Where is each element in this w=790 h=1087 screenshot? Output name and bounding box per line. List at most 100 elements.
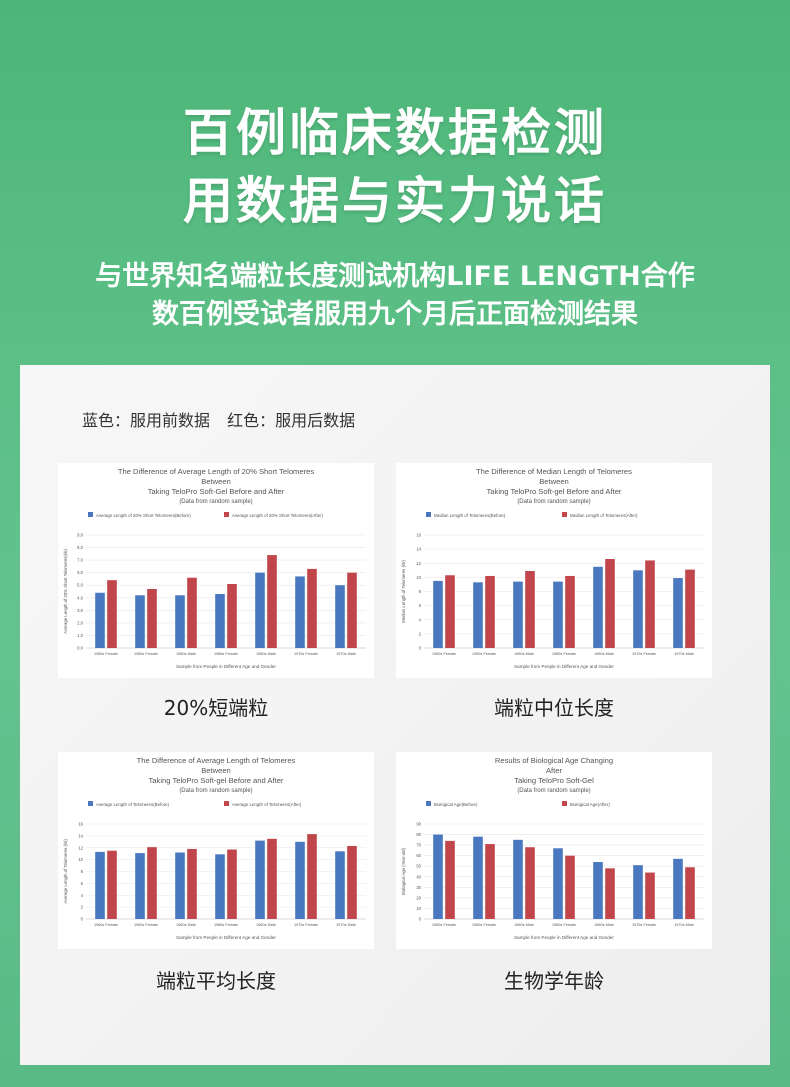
bars xyxy=(433,559,695,648)
chart-title-line-2: Between xyxy=(539,477,569,486)
y-tick-label: 14 xyxy=(78,833,83,838)
chart-title-line-3: Taking TeloPro Soft-Gel Before and After xyxy=(148,487,285,496)
chart-title-line-3: Taking TeloPro Soft-Gel xyxy=(514,776,594,785)
legend-label: Biological Age(Before) xyxy=(434,802,478,807)
bar-before xyxy=(673,858,683,919)
legend-swatch xyxy=(562,512,567,517)
x-tick-label: 1960s Male xyxy=(514,652,534,656)
caption-biological-age: 生物学年龄 xyxy=(504,969,604,993)
chart-subtitle: (Data from random sample) xyxy=(179,499,252,505)
y-tick-label: 40 xyxy=(416,874,421,879)
bar-before xyxy=(215,594,225,648)
y-tick-label: 9.0 xyxy=(77,533,83,538)
bar-before xyxy=(255,840,265,919)
x-tick-label: 1960s Male xyxy=(594,652,614,656)
chart-subtitle: (Data from random sample) xyxy=(517,499,590,505)
bar-before xyxy=(553,848,563,919)
bar-after xyxy=(565,575,575,648)
bar-before xyxy=(175,595,185,648)
chart-median-length-svg: The Difference of Median Length of Telom… xyxy=(401,467,704,669)
x-axis-label: Sample from People in Different Age and … xyxy=(176,935,276,940)
bar-before xyxy=(513,581,523,648)
bar-after xyxy=(445,575,455,648)
bar-before xyxy=(295,841,305,919)
x-tick-label: 1960s Female xyxy=(94,652,118,656)
bar-after xyxy=(227,583,237,648)
bar-after xyxy=(347,845,357,919)
legend-swatch xyxy=(562,801,567,806)
legend-note-blue: 蓝色：服用前数据 xyxy=(82,411,211,430)
x-tick-label: 1970s Male xyxy=(336,652,356,656)
x-tick-label: 1970s Male xyxy=(336,923,356,927)
chart-title-line-3: Taking TeloPro Soft-gel Before and After xyxy=(149,776,284,785)
bar-after xyxy=(565,855,575,919)
bar-before xyxy=(95,592,105,648)
y-tick-label: 70 xyxy=(416,843,421,848)
headline-line-1: 百例临床数据检测 xyxy=(183,104,607,162)
chart-title-line-2: Between xyxy=(201,477,231,486)
y-tick-label: 4 xyxy=(81,893,84,898)
chart-legend: Biological Age(Before) Biological Age(Aft… xyxy=(426,801,610,807)
chart-biological-age-svg: Results of Biological Age ChangingAfterT… xyxy=(401,756,704,940)
bar-before xyxy=(593,862,603,919)
legend-swatch xyxy=(426,801,431,806)
chart-title-line-3: Taking TeloPro Soft-gel Before and After xyxy=(487,487,622,496)
bar-before xyxy=(255,572,265,648)
caption-median-length: 端粒中位长度 xyxy=(494,696,614,720)
y-tick-label: 0 xyxy=(81,917,84,922)
y-axis-label: Average Length of 20% Short Telomeres(kb… xyxy=(63,549,68,634)
legend-label: Average Length of 20% Short Telomeres(Be… xyxy=(96,513,191,518)
x-tick-label: 1960s Female xyxy=(472,923,496,927)
x-tick-label: 1970s Female xyxy=(294,652,318,656)
legend-label: Median Length of Telomeres(Before) xyxy=(434,513,506,518)
bar-after xyxy=(267,555,277,648)
x-tick-label: 1970s Male xyxy=(674,652,694,656)
chart-title: The Difference of Average Length of 20% … xyxy=(118,467,314,476)
y-tick-label: 16 xyxy=(416,533,421,538)
bar-after xyxy=(485,844,495,919)
y-tick-label: 2 xyxy=(81,905,84,910)
bar-before xyxy=(593,566,603,648)
x-tick-label: 1960s Male xyxy=(514,923,534,927)
x-tick-label: 1950s Female xyxy=(432,923,456,927)
bar-after xyxy=(147,588,157,648)
bar-after xyxy=(445,840,455,919)
y-tick-label: 10 xyxy=(416,575,421,580)
legend-label: Median Length of Telomeres(After) xyxy=(570,513,638,518)
subheadline-line-1: 与世界知名端粒长度测试机构LIFE LENGTH合作 xyxy=(95,261,695,292)
chart-average-length: The Difference of Average Length of Telo… xyxy=(58,752,374,949)
chart-title: Results of Biological Age Changing xyxy=(495,756,613,765)
bar-after xyxy=(485,575,495,648)
legend-swatch xyxy=(88,801,93,806)
x-tick-label: 1950s Female xyxy=(134,923,158,927)
y-tick-label: 16 xyxy=(78,822,83,827)
bar-after xyxy=(645,560,655,648)
bars xyxy=(433,834,695,919)
bar-after xyxy=(147,847,157,919)
y-tick-label: 7.0 xyxy=(77,558,83,563)
bar-before xyxy=(175,852,185,919)
y-tick-label: 90 xyxy=(416,822,421,827)
bar-after xyxy=(187,577,197,648)
bar-after xyxy=(645,872,655,919)
y-tick-label: 8.0 xyxy=(77,545,83,550)
legend-swatch xyxy=(88,512,93,517)
x-axis-label: Sample from People in Different Age and … xyxy=(514,664,614,669)
legend-label: Average Length of Telomeres(Before) xyxy=(96,802,170,807)
chart-legend: Average Length of 20% Short Telomeres(Be… xyxy=(88,512,324,518)
bar-before xyxy=(215,854,225,919)
x-tick-label: 1980s Female xyxy=(552,923,576,927)
bar-after xyxy=(685,569,695,648)
y-tick-label: 8 xyxy=(81,869,84,874)
bar-before xyxy=(513,839,523,919)
bar-before xyxy=(335,585,345,648)
chart-title: The Difference of Average Length of Telo… xyxy=(137,756,296,765)
y-axis: 0.0 1.0 2.0 3.0 4.0 5.0 6.0 7.0 8.0 9.0 xyxy=(77,533,366,651)
y-tick-label: 6 xyxy=(81,881,84,886)
y-tick-label: 6.0 xyxy=(77,570,83,575)
bars xyxy=(95,834,357,919)
x-tick-label: 1960s Male xyxy=(176,923,196,927)
x-tick-label: 1960s Male xyxy=(176,652,196,656)
bar-after xyxy=(525,571,535,648)
y-tick-label: 12 xyxy=(78,845,83,850)
